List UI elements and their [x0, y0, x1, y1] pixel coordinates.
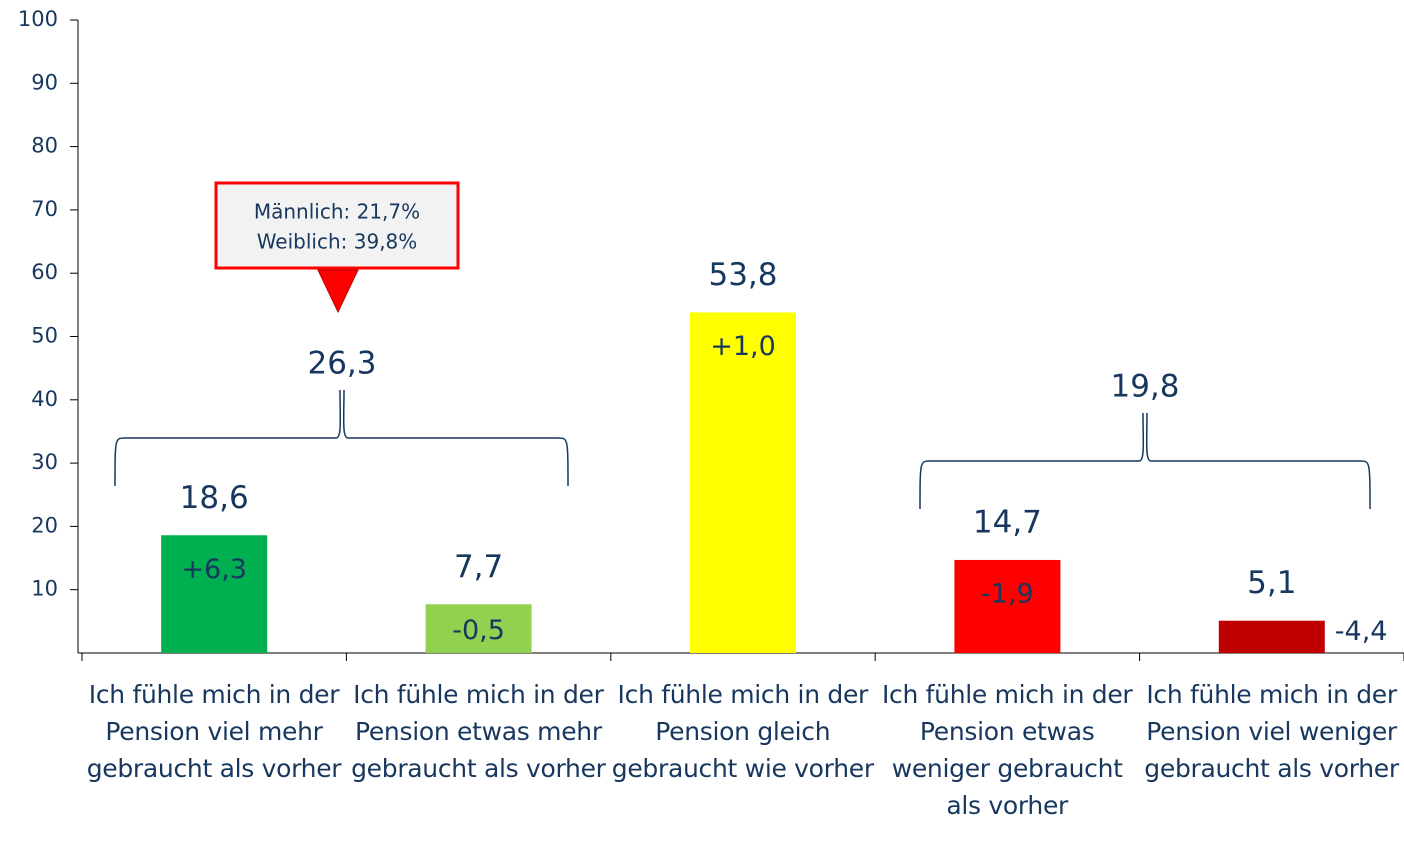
group-label: 19,8: [1110, 369, 1179, 405]
value-label: 7,7: [454, 549, 503, 585]
bar: [954, 559, 1061, 653]
value-label: 14,7: [973, 504, 1042, 540]
y-tick-label: 50: [31, 324, 58, 348]
callout-box: [214, 181, 460, 270]
x-tick-label: Ich fühle mich in der Pension gleich geb…: [611, 680, 874, 783]
change-label: +1,0: [710, 331, 776, 362]
y-tick-label: 40: [31, 387, 58, 411]
value-label: 18,6: [180, 480, 249, 516]
value-label: 5,1: [1247, 565, 1296, 601]
change-label: +6,3: [181, 554, 247, 585]
change-label: -1,9: [981, 578, 1034, 609]
bar: [690, 312, 796, 653]
group-bracket: [919, 412, 1371, 510]
group-label: 26,3: [307, 346, 376, 382]
callout-pointer: [317, 269, 359, 314]
y-tick-label: 20: [31, 513, 58, 537]
y-tick-label: 70: [31, 197, 58, 221]
value-label: 53,8: [708, 257, 777, 293]
change-label: -0,5: [452, 615, 505, 646]
x-tick-label: Ich fühle mich in der Pension etwas weni…: [881, 680, 1133, 820]
x-tick-label: Ich fühle mich in der Pension viel mehr …: [86, 680, 342, 783]
callout-text: Männlich: 21,7%: [254, 200, 420, 224]
x-tick-label: Ich fühle mich in der Pension etwas mehr…: [351, 680, 606, 783]
callout-text: Weiblich: 39,8%: [257, 230, 418, 254]
y-tick-label: 10: [31, 577, 58, 601]
y-tick-label: 80: [31, 134, 58, 158]
y-tick-label: 30: [31, 450, 58, 474]
y-tick-label: 100: [18, 7, 58, 31]
bar: [425, 604, 532, 653]
y-tick-label: 90: [31, 70, 58, 94]
bar: [161, 535, 268, 653]
x-tick-label: Ich fühle mich in der Pension viel wenig…: [1144, 680, 1399, 783]
bar: [1218, 620, 1325, 653]
y-tick-label: 60: [31, 260, 58, 284]
change-label: -4,4: [1335, 616, 1388, 647]
group-bracket: [114, 389, 569, 487]
